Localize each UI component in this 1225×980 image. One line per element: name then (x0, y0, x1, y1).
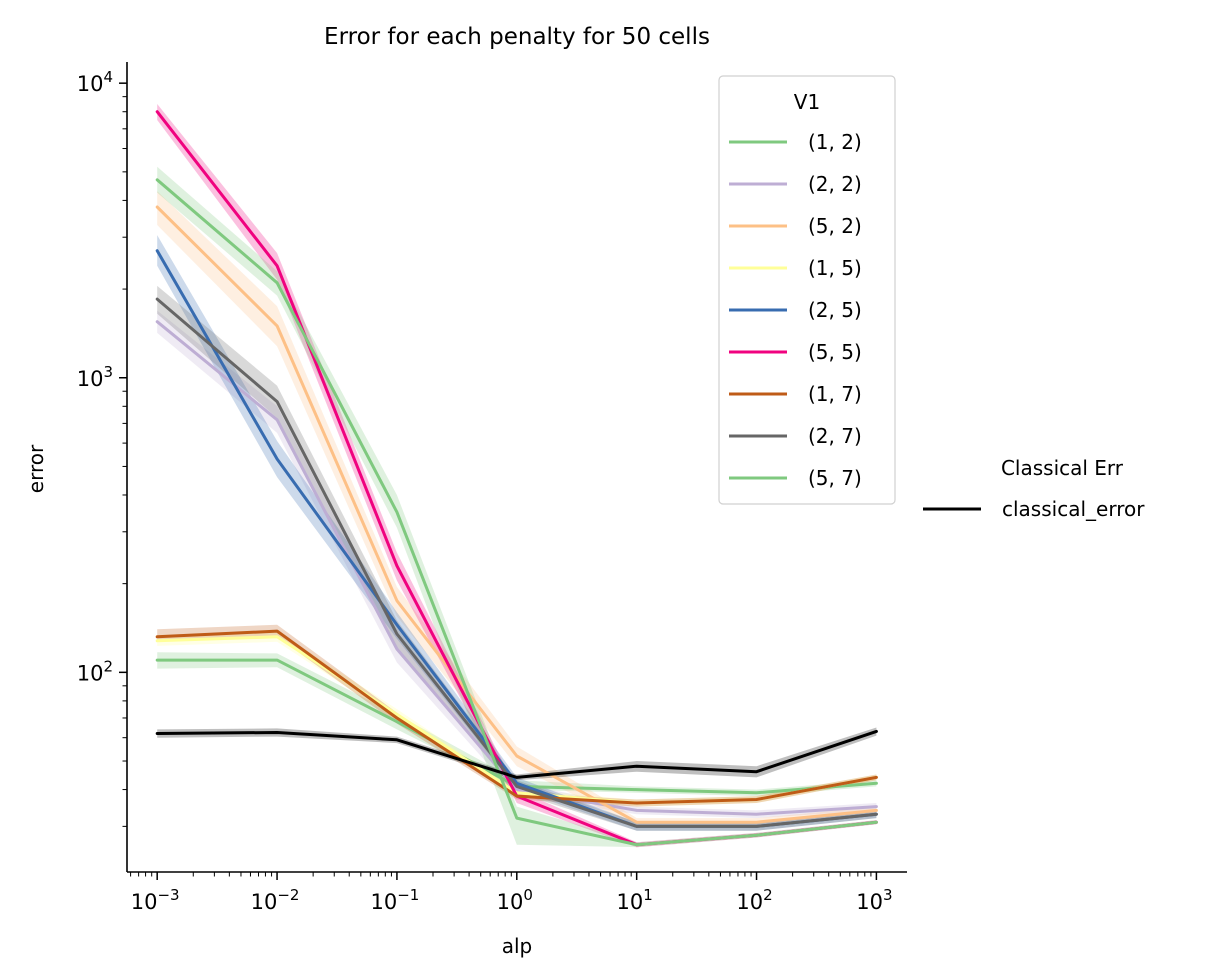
legend-classical-title: Classical Err (1001, 456, 1124, 480)
legend-v1-label: (2, 5) (808, 298, 862, 322)
legend-v1-label: (1, 2) (808, 130, 862, 154)
legend-v1: V1 (1, 2) (2, 2) (5, 2) (1, 5) (2, 5) (5, 5) (1… (718, 75, 896, 505)
x-tick-label: 10−2 (251, 886, 300, 914)
band-6 (157, 624, 877, 807)
y-tick-label: 102 (77, 657, 113, 685)
x-tick-label: 10−3 (131, 886, 180, 914)
legend-classical-err: Classical Err classical_error (923, 456, 1145, 521)
series-line-6 (155, 629, 878, 805)
series-line-8 (155, 178, 878, 847)
y-tick-label: 104 (77, 68, 113, 96)
legend-v1-label: (5, 5) (808, 340, 862, 364)
series-line-7 (155, 297, 878, 828)
legend-v1-label: (1, 5) (808, 256, 862, 280)
series-line-1 (155, 320, 878, 816)
x-axis-label: alp (502, 934, 533, 958)
band-9 (157, 727, 877, 781)
legend-v1-label: (5, 7) (808, 466, 862, 490)
y-axis-label: error (24, 444, 48, 493)
series-line-2 (155, 205, 878, 824)
x-tick-label: 100 (497, 886, 533, 914)
x-tick-label: 10−1 (370, 886, 419, 914)
legend-v1-label: (2, 7) (808, 424, 862, 448)
axes: 10−3 10−2 10−1 100 101 102 103 102 103 104 (77, 62, 907, 914)
legend-v1-title: V1 (794, 90, 820, 114)
y-tick-label: 103 (77, 363, 113, 391)
x-tick-label: 103 (856, 886, 892, 914)
legend-v1-label: (5, 2) (808, 214, 862, 238)
x-tick-label: 101 (617, 886, 653, 914)
band-0 (157, 652, 877, 797)
chart-title: Error for each penalty for 50 cells (324, 24, 710, 50)
legend-v1-label: (1, 7) (808, 382, 862, 406)
band-8 (157, 166, 877, 848)
x-tick-label: 102 (736, 886, 772, 914)
series-line-9 (155, 729, 878, 779)
series-lines (155, 110, 878, 847)
legend-v1-box (718, 75, 896, 505)
legend-classical-label: classical_error (1002, 497, 1145, 521)
legend-v1-label: (2, 2) (808, 172, 862, 196)
